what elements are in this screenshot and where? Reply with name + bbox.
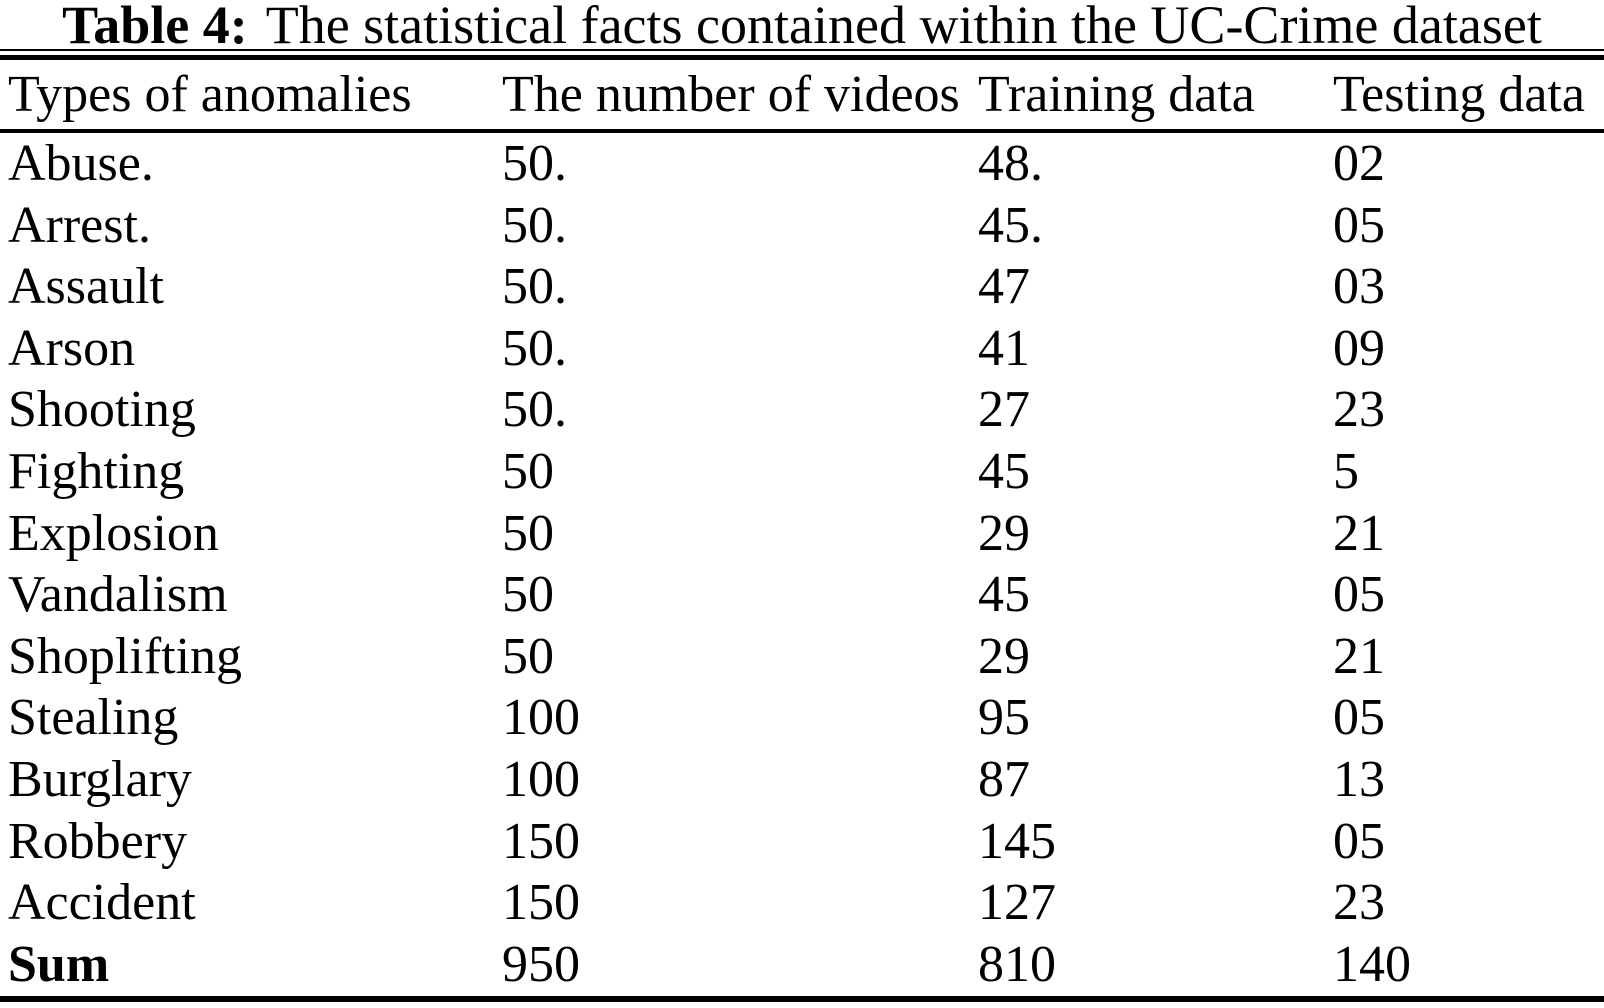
cell-videos: 100 [502,689,580,747]
cell-videos: 100 [502,750,580,808]
cell-testing: 140 [1333,935,1411,993]
cell-testing: 13 [1333,750,1385,808]
table-caption: Table 4: The statistical facts contained … [0,0,1604,52]
cell-type: Accident [8,874,196,932]
cell-testing: 09 [1333,319,1385,377]
cell-testing: 03 [1333,258,1385,316]
cell-videos: 50. [502,319,567,377]
cell-type: Stealing [8,689,179,747]
table-row: Arson 50. 41 09 [0,318,1604,380]
cell-videos: 150 [502,812,580,870]
cell-type: Burglary [8,750,192,808]
header-rule [0,129,1604,133]
cell-videos: 50. [502,135,567,192]
cell-videos: 50. [502,258,567,316]
column-header-training-data: Training data [978,66,1255,123]
column-header-testing-data: Testing data [1333,66,1585,123]
table-row: Explosion 50 29 21 [0,503,1604,565]
table-row: Stealing 100 95 05 [0,687,1604,749]
cell-testing: 02 [1333,135,1385,192]
cell-testing: 5 [1333,442,1359,500]
table-row: Fighting 50 45 5 [0,441,1604,503]
top-rule-thick [0,55,1604,60]
table-caption-text: The statistical facts contained within t… [265,0,1542,55]
cell-training: 95 [978,689,1030,747]
cell-testing: 23 [1333,381,1385,439]
table-row: Shooting 50. 27 23 [0,379,1604,441]
cell-training: 45 [978,442,1030,500]
table-row: Burglary 100 87 13 [0,749,1604,811]
cell-testing: 21 [1333,504,1385,562]
cell-testing: 05 [1333,812,1385,870]
cell-testing: 23 [1333,874,1385,932]
top-rule-thin [0,49,1604,51]
table-row: Assault 50. 47 03 [0,256,1604,318]
cell-type: Fighting [8,442,185,500]
cell-training: 810 [978,935,1056,993]
table-row: Vandalism 50 45 05 [0,564,1604,626]
cell-videos: 50 [502,627,554,685]
cell-type: Assault [8,258,164,316]
cell-type: Abuse. [8,135,154,192]
cell-videos: 50 [502,566,554,624]
table-row: Accident 150 127 23 [0,872,1604,934]
cell-videos: 950 [502,935,580,993]
cell-type: Robbery [8,812,188,870]
cell-training: 45 [978,566,1030,624]
cell-training: 29 [978,627,1030,685]
column-header-number-of-videos: The number of videos [502,66,960,123]
cell-testing: 05 [1333,689,1385,747]
cell-testing: 21 [1333,627,1385,685]
cell-training: 47 [978,258,1030,316]
cell-videos: 50. [502,196,567,254]
cell-type: Shooting [8,381,196,439]
cell-training: 29 [978,504,1030,562]
table-header-row: Types of anomalies The number of videos … [0,60,1604,129]
table-row: Robbery 150 145 05 [0,811,1604,873]
cell-training: 27 [978,381,1030,439]
cell-training: 145 [978,812,1056,870]
cell-training: 127 [978,874,1056,932]
table-body: Abuse. 50. 48. 02 Arrest. 50. 45. 05 Assault 50. 4… [0,133,1604,995]
cell-testing: 05 [1333,566,1385,624]
table-row: Sum 950 810 140 [0,934,1604,996]
cell-type: Arson [8,319,136,377]
cell-type: Arrest. [8,196,151,254]
table-caption-label: Table 4: [62,0,248,55]
cell-type: Shoplifting [8,627,243,685]
cell-type: Vandalism [8,566,228,624]
cell-training: 48. [978,135,1043,192]
table-row: Arrest. 50. 45. 05 [0,195,1604,257]
cell-training: 41 [978,319,1030,377]
cell-videos: 150 [502,874,580,932]
cell-training: 45. [978,196,1043,254]
cell-videos: 50 [502,504,554,562]
cell-videos: 50 [502,442,554,500]
column-header-types-of-anomalies: Types of anomalies [8,66,412,123]
cell-videos: 50. [502,381,567,439]
cell-type: Sum [8,935,110,993]
table-row: Shoplifting 50 29 21 [0,626,1604,688]
bottom-rule [0,996,1604,1003]
table-row: Abuse. 50. 48. 02 [0,133,1604,195]
cell-training: 87 [978,750,1030,808]
cell-testing: 05 [1333,196,1385,254]
cell-type: Explosion [8,504,219,562]
